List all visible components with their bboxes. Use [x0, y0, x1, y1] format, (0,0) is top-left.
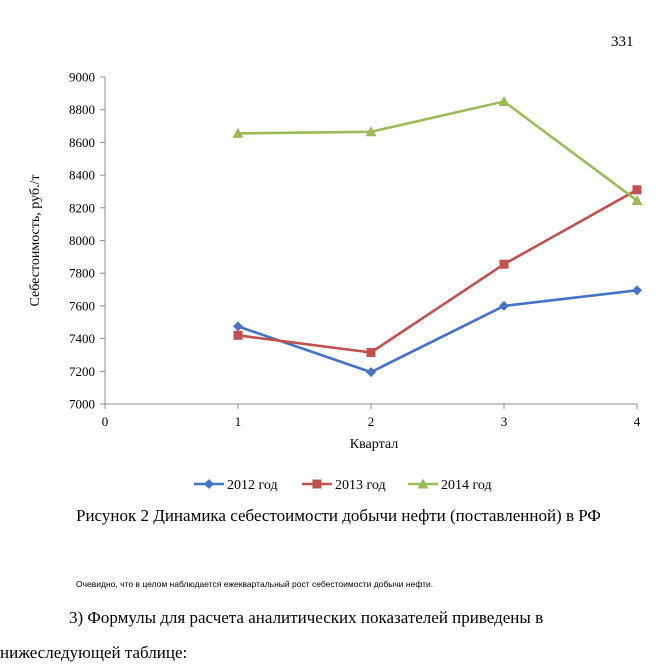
- y-axis-title: Себестоимость, руб./т: [28, 174, 43, 306]
- legend-swatch-marker: [417, 478, 429, 489]
- data-point: [631, 194, 643, 205]
- legend-swatch-marker: [312, 479, 322, 489]
- y-tick-label: 8800: [69, 102, 95, 117]
- series-layer: [232, 96, 643, 378]
- paragraph-line-2: нижеследующей таблице:: [0, 643, 188, 662]
- y-tick-label: 8200: [69, 200, 95, 215]
- legend-label: 2012 год: [227, 478, 278, 493]
- y-tick-labels: 7000 7200 7400 7600 7800 8000 8200 8400 8600 8800…: [69, 70, 105, 412]
- line-chart: 7000 7200 7400 7600 7800 8000 8200 8400 8600 8800…: [28, 70, 643, 493]
- figure-caption: Рисунок 2 Динамика себестоимости добычи …: [76, 506, 601, 525]
- series-line: [237, 100, 638, 202]
- data-point: [366, 347, 376, 357]
- series-2: [233, 185, 642, 357]
- x-tick-label: 4: [634, 414, 641, 429]
- data-point: [232, 127, 244, 138]
- legend-swatch-marker: [204, 479, 214, 489]
- legend-label: 2013 год: [335, 478, 386, 493]
- y-tick-label: 7600: [69, 298, 95, 313]
- page-number: 331: [611, 34, 634, 50]
- x-tick-label: 1: [235, 414, 242, 429]
- x-tick-label: 2: [368, 414, 375, 429]
- data-point: [632, 185, 642, 195]
- series-3: [232, 96, 643, 205]
- data-point: [632, 285, 642, 296]
- data-point: [233, 321, 243, 332]
- data-point: [499, 300, 509, 311]
- y-tick-label: 9000: [69, 70, 95, 85]
- chart-legend: 2012 год 2013 год 2014 год: [194, 478, 492, 493]
- paragraph-line-1: 3) Формулы для расчета аналитических пок…: [69, 608, 544, 627]
- data-point: [499, 259, 509, 269]
- data-point: [498, 96, 510, 107]
- legend-item: 2012 год: [194, 478, 278, 493]
- series-line: [237, 289, 638, 374]
- x-axis-title: Квартал: [350, 437, 398, 452]
- y-tick-label: 8000: [69, 233, 95, 248]
- y-tick-label: 7200: [69, 364, 95, 379]
- x-tick-labels: 0 1 2 3 4: [102, 404, 641, 429]
- y-tick-label: 8400: [69, 168, 95, 183]
- x-tick-label: 0: [102, 414, 109, 429]
- data-point: [365, 126, 377, 137]
- note-text: Очевидно, что в целом наблюдается ежеква…: [76, 579, 434, 589]
- data-point: [233, 330, 243, 340]
- y-tick-label: 8600: [69, 135, 95, 150]
- series-line: [237, 188, 638, 354]
- y-tick-label: 7400: [69, 331, 95, 346]
- y-tick-label: 7000: [69, 397, 95, 412]
- y-tick-label: 7800: [69, 266, 95, 281]
- legend-item: 2013 год: [302, 478, 386, 493]
- legend-item: 2014 год: [408, 478, 492, 493]
- series-1: [233, 285, 642, 378]
- x-tick-label: 3: [501, 414, 508, 429]
- data-point: [366, 367, 376, 378]
- legend-label: 2014 год: [441, 478, 492, 493]
